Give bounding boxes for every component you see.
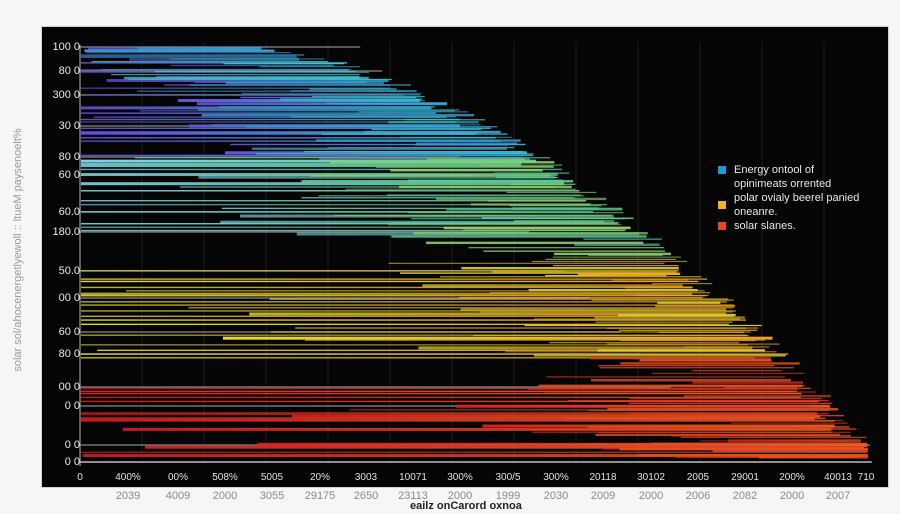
x-tick-label: 00% [167,472,189,483]
legend-item-energy: Energy ontool of [718,163,888,177]
x-tick-label: 2005 [686,472,710,483]
y-tick-label: 80 0 [58,151,80,163]
y-tick-label: 00 0 [58,381,80,393]
x-tick-label: 30102 [637,472,665,483]
legend-label: opinimeats orrented [734,178,832,190]
x-tick-label: 29001 [731,472,759,483]
legend-item-polar: polar ovialy beerel panied oneanre. [718,191,888,219]
x-secondary-tick-label: 2000 [779,490,805,502]
x-secondary-tick-label: 2006 [685,490,711,502]
y-tick-label: 300 0 [52,89,80,101]
x-tick-label: 0 [77,472,83,483]
x-secondary-tick-label: 2000 [638,490,664,502]
y-tick-label: 100 0 [52,41,80,53]
y-tick-label: 0 0 [64,400,80,412]
y-tick-label: 00 0 [58,292,80,304]
x-secondary-tick-label: 2007 [825,490,851,502]
x-tick-label: 3003 [354,472,378,483]
legend-label: polar ovialy beerel panied oneanre. [734,192,860,218]
legend-label: Energy ontool of [734,164,815,176]
x-tick-label: 20% [309,472,331,483]
x-tick-label: 508% [212,472,238,483]
x-tick-label: 400% [115,472,141,483]
y-tick-label: 60 0 [58,326,80,338]
x-tick-label: 300/5 [495,472,521,483]
x-secondary-tick-label: 2039 [115,490,141,502]
x-secondary-tick-label: 2009 [590,490,616,502]
y-tick-label: 80 0 [58,348,80,360]
legend-swatch-yellow [718,201,726,209]
x-tick-label: 200% [779,472,805,483]
y-axis-title: solar sol/ahocenergetlyewoll :: ltueM pa… [12,128,24,372]
legend-item-solar: solar slanes. [718,219,888,233]
plot-area [79,42,872,466]
x-tick-label: 5005 [260,472,284,483]
legend: Energy ontool of opinimeats orrented pol… [718,163,888,233]
y-tick-label: 50.0 [58,265,80,277]
x-secondary-tick-label: 29175 [304,490,336,502]
y-tick-label: 180.0 [52,226,80,238]
x-secondary-tick-label: 2650 [353,490,379,502]
chart-panel: 100 0 80 0 300 0 30 0 80 0 60 0 60.0 180.0 50.0 0… [42,27,888,487]
x-secondary-tick-label: 2000 [212,490,238,502]
x-tick-label: 300% [447,472,473,483]
x-secondary-tick-label: 1999 [495,490,521,502]
x-tick-label: 300% [543,472,569,483]
legend-swatch-red [718,222,726,230]
x-tick-label: 10071 [399,472,427,483]
x-secondary-tick-label: 23113 [398,490,428,502]
y-tick-label: 0 0 [64,456,80,468]
x-secondary-tick-label: 3055 [259,490,285,502]
y-tick-label: 60.0 [58,206,80,218]
y-tick-label: 0 0 [64,439,80,451]
legend-item-continuation: opinimeats orrented [718,177,888,191]
y-tick-label: 80 0 [58,65,80,77]
x-tick-label: 20118 [589,472,617,483]
x-tick-label: 40013 [824,472,852,483]
legend-swatch-blue [718,166,726,174]
x-axis-title: eailz onCarord oxnoa [410,500,522,512]
legend-label: solar slanes. [734,220,796,232]
x-secondary-tick-label: 2082 [732,490,758,502]
x-secondary-tick-label: 2000 [447,490,473,502]
y-tick-label: 30 0 [58,120,80,132]
y-tick-label: 60 0 [58,169,80,181]
x-secondary-tick-label: 4009 [165,490,191,502]
x-secondary-tick-label: 2030 [543,490,569,502]
x-tick-label: 710 [857,472,875,483]
